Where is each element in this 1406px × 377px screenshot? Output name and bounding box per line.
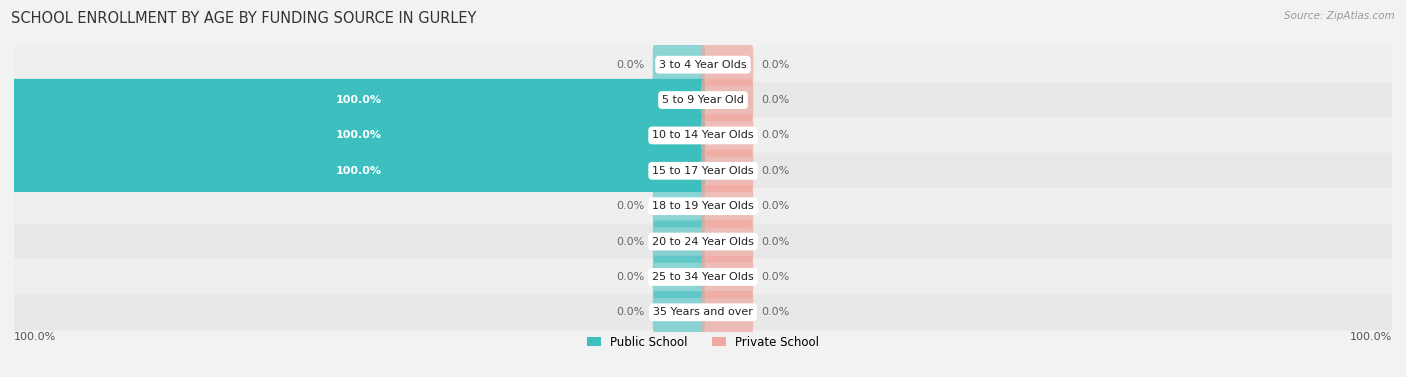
Text: 0.0%: 0.0%	[762, 272, 790, 282]
FancyBboxPatch shape	[14, 47, 1392, 83]
Text: 0.0%: 0.0%	[762, 60, 790, 70]
Text: 0.0%: 0.0%	[616, 272, 644, 282]
FancyBboxPatch shape	[702, 185, 754, 227]
Text: SCHOOL ENROLLMENT BY AGE BY FUNDING SOURCE IN GURLEY: SCHOOL ENROLLMENT BY AGE BY FUNDING SOUR…	[11, 11, 477, 26]
FancyBboxPatch shape	[702, 291, 754, 334]
Text: 0.0%: 0.0%	[762, 236, 790, 247]
FancyBboxPatch shape	[13, 79, 704, 121]
Text: 35 Years and over: 35 Years and over	[652, 307, 754, 317]
FancyBboxPatch shape	[14, 294, 1392, 330]
Text: 0.0%: 0.0%	[762, 201, 790, 211]
FancyBboxPatch shape	[702, 43, 754, 86]
FancyBboxPatch shape	[14, 224, 1392, 260]
Text: 100.0%: 100.0%	[1350, 332, 1392, 342]
Text: 18 to 19 Year Olds: 18 to 19 Year Olds	[652, 201, 754, 211]
FancyBboxPatch shape	[652, 43, 704, 86]
FancyBboxPatch shape	[652, 256, 704, 298]
Text: 0.0%: 0.0%	[762, 130, 790, 141]
FancyBboxPatch shape	[702, 150, 754, 192]
FancyBboxPatch shape	[14, 82, 1392, 118]
FancyBboxPatch shape	[14, 259, 1392, 295]
FancyBboxPatch shape	[652, 185, 704, 227]
Text: 100.0%: 100.0%	[336, 130, 381, 141]
Text: 100.0%: 100.0%	[336, 166, 381, 176]
FancyBboxPatch shape	[13, 114, 704, 157]
Text: 0.0%: 0.0%	[616, 307, 644, 317]
Text: 0.0%: 0.0%	[616, 60, 644, 70]
Text: 0.0%: 0.0%	[616, 236, 644, 247]
FancyBboxPatch shape	[14, 153, 1392, 189]
Text: 100.0%: 100.0%	[14, 332, 56, 342]
FancyBboxPatch shape	[14, 188, 1392, 224]
Text: 0.0%: 0.0%	[616, 201, 644, 211]
FancyBboxPatch shape	[702, 79, 754, 121]
Text: 100.0%: 100.0%	[336, 95, 381, 105]
Text: Source: ZipAtlas.com: Source: ZipAtlas.com	[1284, 11, 1395, 21]
FancyBboxPatch shape	[702, 220, 754, 263]
FancyBboxPatch shape	[702, 256, 754, 298]
Text: 5 to 9 Year Old: 5 to 9 Year Old	[662, 95, 744, 105]
FancyBboxPatch shape	[13, 150, 704, 192]
Text: 25 to 34 Year Olds: 25 to 34 Year Olds	[652, 272, 754, 282]
Text: 0.0%: 0.0%	[762, 166, 790, 176]
FancyBboxPatch shape	[652, 220, 704, 263]
Legend: Public School, Private School: Public School, Private School	[586, 336, 820, 349]
Text: 0.0%: 0.0%	[762, 95, 790, 105]
FancyBboxPatch shape	[652, 291, 704, 334]
Text: 10 to 14 Year Olds: 10 to 14 Year Olds	[652, 130, 754, 141]
Text: 15 to 17 Year Olds: 15 to 17 Year Olds	[652, 166, 754, 176]
Text: 20 to 24 Year Olds: 20 to 24 Year Olds	[652, 236, 754, 247]
Text: 0.0%: 0.0%	[762, 307, 790, 317]
FancyBboxPatch shape	[702, 114, 754, 157]
FancyBboxPatch shape	[14, 117, 1392, 153]
Text: 3 to 4 Year Olds: 3 to 4 Year Olds	[659, 60, 747, 70]
